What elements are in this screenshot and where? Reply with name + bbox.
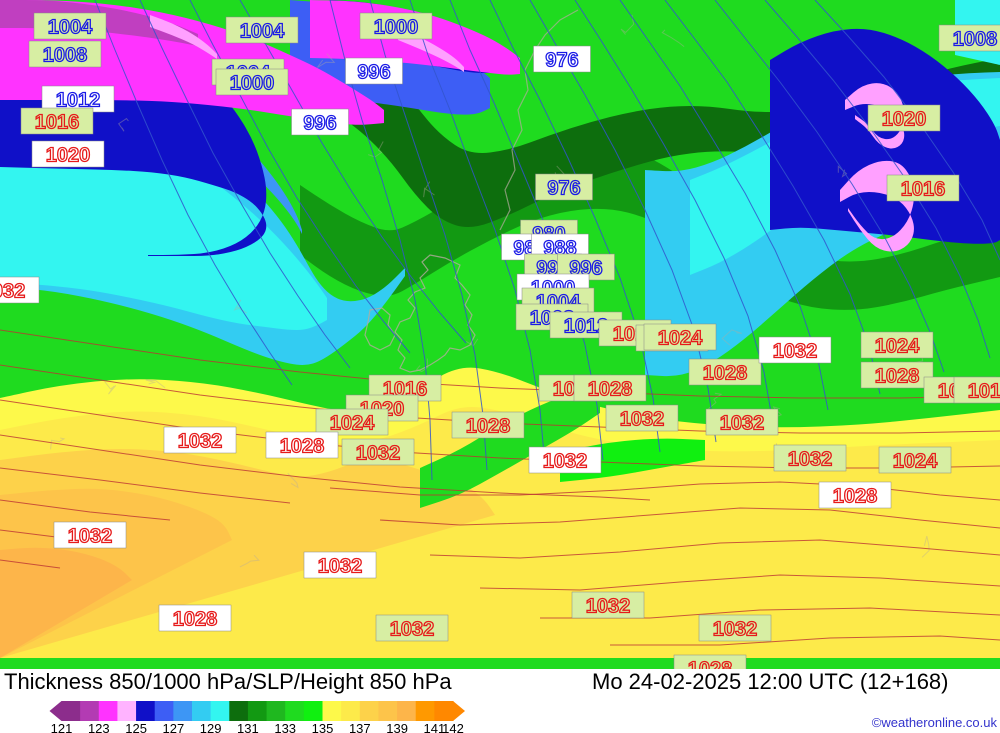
svg-text:1020: 1020 bbox=[882, 109, 927, 131]
svg-text:1028: 1028 bbox=[833, 486, 878, 508]
svg-text:1032: 1032 bbox=[713, 619, 758, 641]
svg-text:Thickness 850/1000 hPa/SLP/Hei: Thickness 850/1000 hPa/SLP/Height 850 hP… bbox=[4, 669, 452, 694]
svg-text:1028: 1028 bbox=[173, 609, 218, 631]
svg-text:1024: 1024 bbox=[658, 328, 703, 350]
svg-text:©weatheronline.co.uk: ©weatheronline.co.uk bbox=[872, 715, 998, 730]
svg-text:996: 996 bbox=[357, 62, 390, 84]
svg-text:1024: 1024 bbox=[330, 413, 375, 435]
svg-text:123: 123 bbox=[88, 721, 110, 733]
svg-text:125: 125 bbox=[125, 721, 147, 733]
svg-text:129: 129 bbox=[200, 721, 222, 733]
svg-text:1000: 1000 bbox=[230, 73, 275, 95]
svg-text:142: 142 bbox=[442, 721, 464, 733]
svg-text:133: 133 bbox=[274, 721, 296, 733]
svg-text:1032: 1032 bbox=[720, 413, 765, 435]
svg-text:139: 139 bbox=[386, 721, 408, 733]
svg-text:1004: 1004 bbox=[240, 21, 285, 43]
svg-text:1024: 1024 bbox=[875, 336, 920, 358]
svg-text:996: 996 bbox=[303, 113, 336, 135]
svg-text:1032: 1032 bbox=[318, 556, 363, 578]
svg-text:1016: 1016 bbox=[968, 381, 1000, 403]
svg-text:1032: 1032 bbox=[178, 431, 223, 453]
svg-text:1032: 1032 bbox=[543, 451, 588, 473]
svg-text:1016: 1016 bbox=[901, 179, 946, 201]
svg-text:976: 976 bbox=[547, 178, 580, 200]
svg-text:1028: 1028 bbox=[703, 363, 748, 385]
svg-text:1032: 1032 bbox=[773, 341, 818, 363]
svg-text:131: 131 bbox=[237, 721, 259, 733]
svg-text:1032: 1032 bbox=[620, 409, 665, 431]
svg-text:1028: 1028 bbox=[280, 436, 325, 458]
svg-text:1004: 1004 bbox=[48, 17, 93, 39]
svg-text:1028: 1028 bbox=[875, 366, 920, 388]
svg-text:1032: 1032 bbox=[390, 619, 435, 641]
svg-text:1008: 1008 bbox=[43, 45, 88, 67]
svg-text:1016: 1016 bbox=[35, 112, 80, 134]
svg-text:135: 135 bbox=[312, 721, 334, 733]
svg-text:1032: 1032 bbox=[788, 449, 833, 471]
svg-text:1032: 1032 bbox=[0, 281, 25, 303]
svg-text:1028: 1028 bbox=[588, 379, 633, 401]
svg-text:1000: 1000 bbox=[374, 17, 419, 39]
svg-text:137: 137 bbox=[349, 721, 371, 733]
svg-text:1024: 1024 bbox=[893, 451, 938, 473]
svg-text:121: 121 bbox=[51, 721, 73, 733]
svg-text:Mo 24-02-2025 12:00 UTC (12+16: Mo 24-02-2025 12:00 UTC (12+168) bbox=[592, 669, 949, 694]
svg-text:1032: 1032 bbox=[356, 443, 401, 465]
svg-text:1032: 1032 bbox=[68, 526, 113, 548]
svg-text:1008: 1008 bbox=[953, 29, 998, 51]
svg-text:1020: 1020 bbox=[46, 145, 91, 167]
svg-text:976: 976 bbox=[545, 50, 578, 72]
svg-text:1032: 1032 bbox=[586, 596, 631, 618]
svg-text:127: 127 bbox=[163, 721, 185, 733]
svg-text:1028: 1028 bbox=[466, 416, 511, 438]
svg-text:1028: 1028 bbox=[688, 659, 733, 670]
